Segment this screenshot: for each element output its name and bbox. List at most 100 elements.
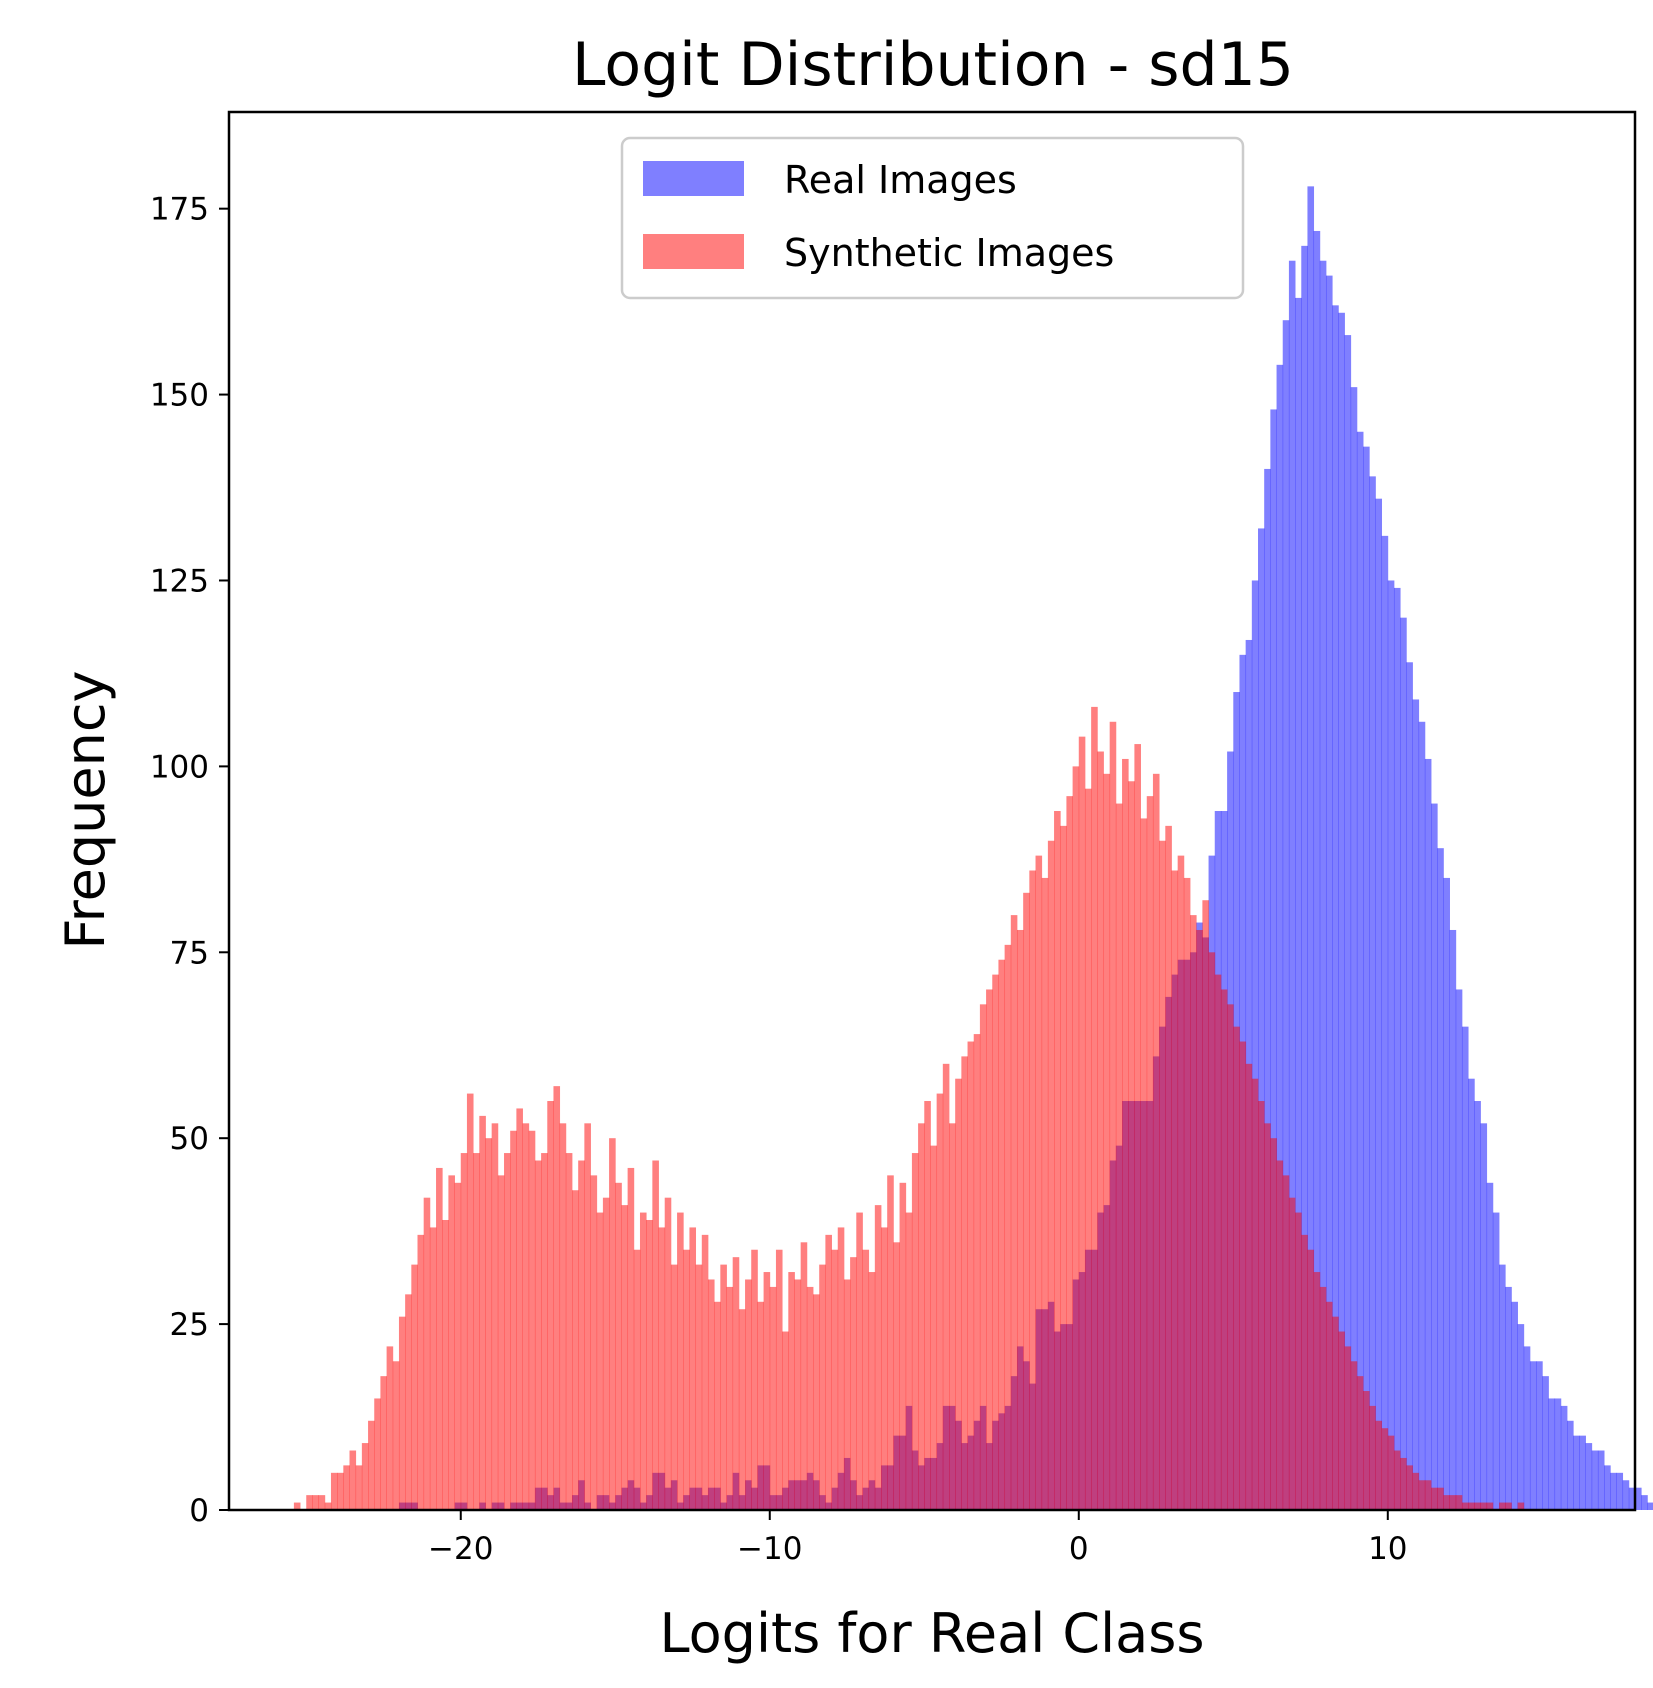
- histogram-bar-synthetic: [881, 1227, 888, 1510]
- histogram-bar-real: [1424, 758, 1432, 1510]
- histogram-bar-synthetic: [528, 1130, 536, 1510]
- histogram-bar-real: [1560, 1405, 1568, 1510]
- histogram-bar-synthetic: [1233, 1026, 1240, 1510]
- histogram-bar-real: [1443, 877, 1450, 1510]
- histogram-bar-synthetic: [714, 1301, 721, 1510]
- histogram-bar-synthetic: [819, 1264, 826, 1510]
- histogram-bar-synthetic: [689, 1227, 697, 1510]
- histogram-bar-synthetic: [1437, 1487, 1444, 1510]
- histogram-bar-synthetic: [949, 1123, 956, 1510]
- histogram-bar-synthetic: [1338, 1331, 1345, 1510]
- histogram-bar-real: [1449, 929, 1457, 1510]
- histogram-bar-synthetic: [324, 1502, 332, 1510]
- histogram-bar-synthetic: [973, 1034, 981, 1510]
- histogram-bar-synthetic: [967, 1041, 975, 1510]
- histogram-bar-synthetic: [355, 1465, 363, 1510]
- histogram-bar-synthetic: [293, 1502, 301, 1510]
- histogram-bar-synthetic: [701, 1234, 709, 1510]
- histogram-bar-synthetic: [1406, 1465, 1413, 1510]
- histogram-bar-real: [1301, 245, 1308, 1511]
- histogram-bar-synthetic: [1054, 811, 1061, 1510]
- histogram-bar-synthetic: [1332, 1316, 1339, 1510]
- histogram-bar-synthetic: [1134, 744, 1141, 1510]
- histogram-bar-real: [1480, 1123, 1488, 1510]
- x-axis-label: Logits for Real Class: [660, 1602, 1205, 1665]
- histogram-bar-synthetic: [491, 1123, 499, 1510]
- histogram-bar-synthetic: [553, 1086, 561, 1510]
- histogram-bar-synthetic: [337, 1472, 344, 1510]
- x-tick-label: 10: [1368, 1531, 1407, 1567]
- histogram-bar-synthetic: [850, 1257, 857, 1510]
- histogram-bar-real: [1369, 476, 1376, 1510]
- histogram-bar-synthetic: [1159, 840, 1166, 1510]
- histogram-bar-synthetic: [930, 1145, 938, 1510]
- histogram-bar-synthetic: [380, 1376, 387, 1510]
- histogram-bar-real: [1579, 1435, 1586, 1510]
- histogram-bar-synthetic: [1363, 1391, 1370, 1510]
- histogram-bar-synthetic: [732, 1257, 740, 1510]
- histogram-bar-synthetic: [1152, 773, 1160, 1510]
- histogram-bar-synthetic: [979, 1004, 987, 1510]
- histogram-bar-synthetic: [1115, 803, 1123, 1510]
- histogram-bar-synthetic: [1325, 1301, 1333, 1510]
- histogram-bar-synthetic: [899, 1182, 907, 1510]
- histogram-bar-synthetic: [1220, 989, 1228, 1510]
- histogram-bar-real: [1591, 1450, 1599, 1510]
- histogram-bar-synthetic: [813, 1294, 820, 1510]
- histogram-bar-real: [1350, 387, 1358, 1510]
- histogram-bar-real: [1523, 1346, 1531, 1510]
- histogram-bar-real: [1505, 1286, 1512, 1510]
- histogram-bar-synthetic: [1208, 952, 1216, 1510]
- histogram-bar-synthetic: [1499, 1502, 1506, 1510]
- histogram-bar-synthetic: [436, 1167, 443, 1510]
- histogram-bar-synthetic: [1418, 1480, 1426, 1510]
- histogram-bar-real: [1474, 1101, 1481, 1510]
- histogram-bar-real: [1610, 1472, 1617, 1510]
- histogram-bar-real: [1276, 364, 1284, 1511]
- histogram-bar-synthetic: [986, 989, 993, 1510]
- histogram-bar-synthetic: [1146, 796, 1154, 1510]
- histogram-bar-synthetic: [1449, 1495, 1457, 1510]
- histogram-bar-real: [1647, 1502, 1653, 1510]
- histogram-bar-synthetic: [788, 1272, 795, 1510]
- histogram-bar-synthetic: [602, 1197, 610, 1510]
- histogram-bar-synthetic: [1023, 892, 1030, 1510]
- histogram-bar-synthetic: [1072, 766, 1080, 1510]
- histogram-bar-synthetic: [1183, 877, 1191, 1510]
- histogram-bar-synthetic: [386, 1346, 394, 1510]
- histogram-bar-synthetic: [1295, 1212, 1302, 1510]
- histogram-bar-synthetic: [1214, 974, 1222, 1510]
- legend: Real Images Synthetic Images: [620, 136, 1245, 300]
- histogram-bar-synthetic: [1078, 736, 1086, 1510]
- plot-frame: [227, 110, 1637, 1512]
- histogram-bar-synthetic: [794, 1279, 802, 1510]
- histogram-bar-real: [1616, 1472, 1624, 1510]
- histogram-bar-real: [1412, 699, 1420, 1510]
- histogram-bar-synthetic: [874, 1205, 882, 1510]
- x-tick-label: −10: [737, 1531, 802, 1567]
- histogram-bar-synthetic: [924, 1101, 931, 1510]
- histogram-bar-synthetic: [1084, 788, 1092, 1510]
- histogram-bar-synthetic: [775, 1249, 783, 1510]
- histogram-bar-synthetic: [800, 1242, 808, 1510]
- histogram-bar-synthetic: [1016, 929, 1024, 1510]
- histogram-bar-synthetic: [887, 1175, 894, 1510]
- histogram-bar-synthetic: [1443, 1495, 1450, 1510]
- y-tick-label: 100: [150, 749, 209, 785]
- histogram-bar-real: [1418, 721, 1426, 1510]
- histogram-bar-synthetic: [1270, 1138, 1277, 1510]
- legend-label-synthetic: Synthetic Images: [784, 231, 1114, 275]
- y-axis-label: Frequency: [54, 671, 117, 950]
- y-tick-label: 50: [170, 1121, 209, 1157]
- histogram-bar-synthetic: [1350, 1361, 1358, 1510]
- histogram-bar-synthetic: [1047, 840, 1055, 1510]
- histogram-bar-synthetic: [479, 1115, 486, 1510]
- histogram-bar-real: [1529, 1361, 1537, 1510]
- legend-swatch-synthetic: [643, 234, 744, 269]
- histogram-bar-synthetic: [615, 1182, 622, 1510]
- y-tick-label: 175: [150, 192, 209, 228]
- histogram-bar-synthetic: [609, 1138, 616, 1510]
- y-tick-label: 150: [150, 378, 209, 414]
- histogram-bar-synthetic: [485, 1138, 493, 1510]
- histogram-bar-real: [1567, 1420, 1574, 1510]
